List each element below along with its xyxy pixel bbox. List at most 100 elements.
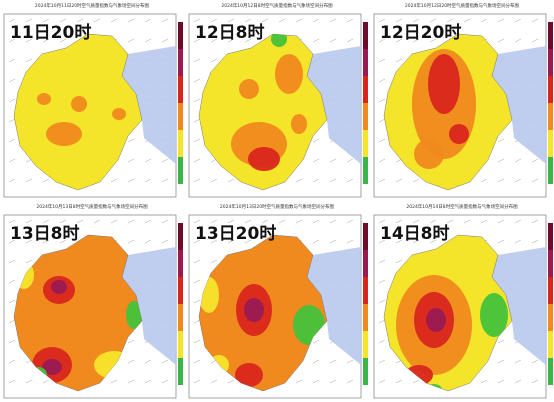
panel-title: 13日20时 <box>195 224 276 244</box>
wind-arrow <box>227 18 235 23</box>
colorbar-segment <box>548 250 553 277</box>
wind-arrow <box>193 138 201 143</box>
wind-arrow <box>8 339 16 344</box>
wind-arrow <box>127 158 135 163</box>
wind-arrow <box>378 319 386 324</box>
wind-arrow <box>514 38 522 43</box>
map: 14日8时 <box>373 214 547 399</box>
wind-arrow <box>8 319 16 324</box>
wind-arrow <box>514 178 522 183</box>
aqi-area <box>112 108 126 120</box>
colorbar-segment <box>548 49 553 76</box>
colorbar-segment <box>548 157 553 184</box>
colorbar-segment <box>548 103 553 130</box>
wind-arrow <box>412 178 420 183</box>
colorbar-segment <box>178 157 183 184</box>
wind-arrow <box>531 38 539 43</box>
wind-arrow <box>378 379 386 384</box>
colorbar-segment <box>178 130 183 157</box>
aqi-area <box>449 124 469 144</box>
aqi-area <box>239 79 259 99</box>
wind-arrow <box>161 38 169 43</box>
wind-arrow <box>8 158 16 163</box>
map-panel: 2024年10月13日20时空气质量指数与气象场空间分布图 13日20时 <box>188 203 368 399</box>
wind-arrow <box>244 38 252 43</box>
colorbar-segment <box>363 22 368 49</box>
colorbar-segment <box>363 103 368 130</box>
wind-arrow <box>127 138 135 143</box>
wind-arrow <box>244 219 252 224</box>
panel-title: 12日8时 <box>195 23 265 43</box>
panel-subtitle: 2024年10月13日20时空气质量指数与气象场空间分布图 <box>220 203 335 210</box>
panel-subtitle: 2024年10月12日20时空气质量指数与气象场空间分布图 <box>405 2 520 9</box>
wind-arrow <box>210 178 218 183</box>
wind-arrow <box>210 239 218 244</box>
wind-arrow <box>42 18 50 23</box>
colorbar-segment <box>548 76 553 103</box>
colorbar-segment <box>178 331 183 358</box>
wind-arrow <box>193 299 201 304</box>
wind-arrow <box>8 78 16 83</box>
pollution <box>231 34 307 171</box>
wind-arrow <box>227 239 235 244</box>
aqi-area <box>291 114 307 134</box>
wind-arrow <box>193 38 201 43</box>
wind-arrow <box>295 178 303 183</box>
wind-arrow <box>210 38 218 43</box>
wind-arrow <box>8 118 16 123</box>
wind-arrow <box>395 219 403 224</box>
colorbar-segment <box>178 49 183 76</box>
wind-arrow <box>59 219 67 224</box>
wind-arrow <box>378 178 386 183</box>
wind-arrow <box>110 178 118 183</box>
wind-arrow <box>346 158 354 163</box>
wind-arrow <box>295 219 303 224</box>
wind-arrow <box>514 359 522 364</box>
sea <box>307 46 361 164</box>
aqi-area <box>126 301 142 329</box>
wind-arrow <box>463 219 471 224</box>
wind-arrow <box>295 18 303 23</box>
wind-arrow <box>193 118 201 123</box>
wind-arrow <box>312 379 320 384</box>
wind-arrow <box>59 239 67 244</box>
wind-arrow <box>378 98 386 103</box>
colorbar-segment <box>363 358 368 385</box>
panel-subtitle: 2024年10月13日8时空气质量指数与气象场空间分布图 <box>36 203 148 210</box>
aqi-area <box>51 280 67 294</box>
wind-arrow <box>110 18 118 23</box>
wind-arrow <box>395 239 403 244</box>
wind-arrow <box>346 219 354 224</box>
aqi-area <box>42 359 62 375</box>
colorbar-segment <box>548 22 553 49</box>
wind-arrow <box>8 98 16 103</box>
wind-arrow <box>295 379 303 384</box>
wind-arrow <box>278 219 286 224</box>
colorbar-segment <box>178 358 183 385</box>
wind-arrow <box>8 38 16 43</box>
wind-arrow <box>346 18 354 23</box>
aqi-area <box>71 96 87 112</box>
colorbar-segment <box>548 331 553 358</box>
wind-arrow <box>531 239 539 244</box>
wind-arrow <box>531 178 539 183</box>
wind-arrow <box>193 339 201 344</box>
wind-arrow <box>497 239 505 244</box>
map: 13日20时 <box>188 214 362 399</box>
wind-arrow <box>312 219 320 224</box>
wind-arrow <box>531 219 539 224</box>
wind-arrow <box>312 38 320 43</box>
colorbar-segment <box>363 49 368 76</box>
wind-arrow <box>531 158 539 163</box>
colorbar-segment <box>363 130 368 157</box>
panel-subtitle: 2024年10月14日8时空气质量指数与气象场空间分布图 <box>406 203 518 210</box>
wind-arrow <box>8 279 16 284</box>
wind-arrow <box>378 339 386 344</box>
wind-arrow <box>144 359 152 364</box>
wind-arrow <box>412 38 420 43</box>
wind-arrow <box>161 239 169 244</box>
wind-arrow <box>8 58 16 63</box>
wind-arrow <box>497 18 505 23</box>
wind-arrow <box>514 379 522 384</box>
